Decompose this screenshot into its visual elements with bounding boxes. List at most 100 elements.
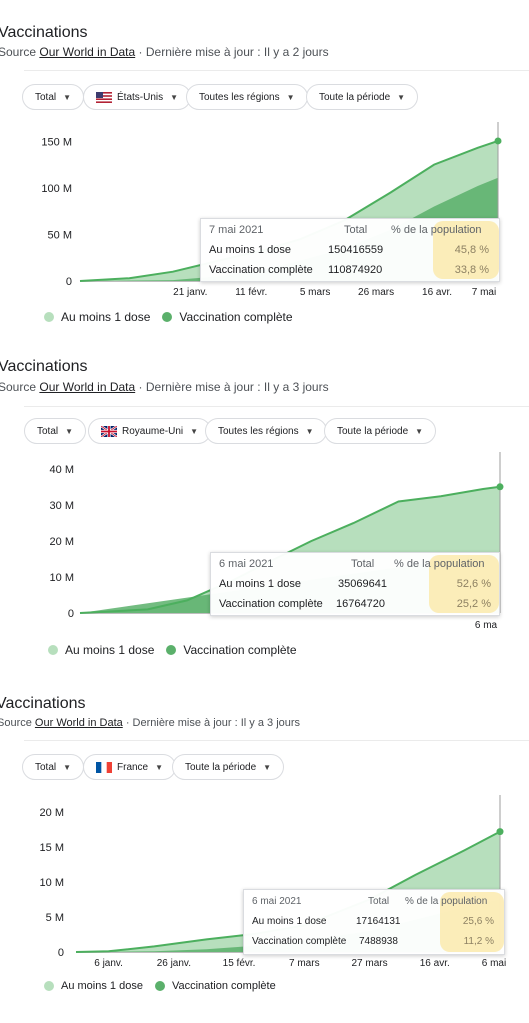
caret-down-icon: ▼ — [63, 762, 72, 772]
highlight-mark — [433, 221, 499, 279]
caret-down-icon: ▼ — [63, 92, 72, 102]
period-dropdown[interactable]: Toute la période ▼ — [172, 754, 285, 780]
source-label: Source — [0, 380, 37, 394]
caret-down-icon: ▼ — [415, 426, 424, 436]
x-tick-label: 11 févr. — [235, 287, 267, 298]
tooltip-row-label: Vaccination complète — [209, 264, 313, 276]
country-dropdown[interactable]: France ▼ — [83, 754, 177, 780]
data-tooltip: 6 mai 2021 Total % de la population Au m… — [210, 552, 500, 616]
legend-label: Au moins 1 dose — [61, 980, 143, 992]
line-first-dose — [79, 485, 501, 614]
vaccinations-panel-france: Vaccinations Source Our World in Data · … — [0, 672, 529, 1023]
france-flag-icon — [96, 761, 112, 773]
source-link[interactable]: Our World in Data — [34, 717, 123, 729]
tooltip-date: 6 mai 2021 — [219, 558, 274, 570]
tooltip-row-total: 110874920 — [328, 264, 383, 276]
tooltip-date: 6 mai 2021 — [252, 896, 302, 907]
tooltip-row-pct: 11,2 % — [463, 936, 494, 947]
region-dropdown[interactable]: Toutes les régions ▼ — [205, 418, 327, 444]
tooltip-row-label: Vaccination complète — [252, 936, 347, 947]
legend-swatch-first-dose — [44, 312, 54, 322]
legend-swatch-first-dose — [44, 981, 54, 991]
country-dropdown[interactable]: États-Unis ▼ — [83, 84, 192, 110]
caret-down-icon: ▼ — [263, 762, 272, 772]
chip-label: Toute la période — [185, 761, 257, 773]
x-tick-label: 7 mai — [472, 287, 496, 298]
source-label: Source — [0, 45, 37, 59]
y-tick-label: 0 — [66, 276, 72, 288]
tooltip-row-total: 16764720 — [336, 598, 385, 610]
chip-label: France — [117, 761, 149, 773]
tooltip-row-total: 35069641 — [338, 578, 387, 590]
caret-down-icon: ▼ — [190, 426, 199, 436]
uk-flag-icon — [101, 425, 117, 437]
x-tick-label: 26 mars — [358, 287, 394, 298]
tooltip-col-pct: % de la population — [405, 896, 488, 907]
data-point-first-dose — [496, 483, 504, 491]
tooltip-col-total: Total — [351, 558, 375, 570]
vaccinations-panel-uk: Vaccinations Source Our World in Data · … — [0, 336, 529, 672]
chip-label: Toute la période — [337, 425, 409, 437]
metric-dropdown[interactable]: Total ▼ — [22, 754, 85, 780]
x-tick-label: 6 mai — [482, 958, 506, 969]
y-tick-label: 30 M — [50, 500, 74, 512]
y-tick-label: 40 M — [50, 464, 74, 476]
caret-down-icon: ▼ — [155, 762, 164, 772]
legend: Au moins 1 dose Vaccination complète — [48, 643, 297, 657]
chip-label: Toutes les régions — [199, 91, 280, 103]
tooltip-col-total: Total — [368, 896, 390, 907]
y-tick-label: 100 M — [41, 183, 72, 195]
x-tick-label: 6 ma — [475, 620, 498, 631]
tooltip-row-label: Vaccination complète — [219, 598, 323, 610]
source-link[interactable]: Our World in Data — [39, 45, 136, 59]
y-tick-label: 0 — [58, 947, 64, 959]
x-tick-label: 7 mars — [289, 958, 320, 969]
legend-label: Vaccination complète — [179, 310, 293, 324]
source-line: Source Our World in Data · Dernière mise… — [0, 45, 329, 59]
x-tick-label: 21 janv. — [173, 287, 207, 298]
source-line: Source Our World in Data · Dernière mise… — [0, 380, 329, 394]
tooltip-row-pct: 25,2 % — [456, 598, 491, 610]
tooltip-row-pct: 25,6 % — [462, 916, 494, 927]
caret-down-icon: ▼ — [65, 426, 74, 436]
data-point-first-dose — [494, 137, 502, 145]
vaccinations-panel-us: Vaccinations Source Our World in Data · … — [0, 0, 529, 336]
metric-dropdown[interactable]: Total ▼ — [22, 84, 85, 110]
caret-down-icon: ▼ — [305, 426, 314, 436]
tooltip-row-label: Au moins 1 dose — [252, 916, 327, 927]
legend: Au moins 1 dose Vaccination complète — [44, 980, 276, 992]
y-tick-label: 5 M — [46, 912, 64, 924]
legend-swatch-first-dose — [48, 645, 58, 655]
x-tick-label: 26 janv. — [157, 958, 191, 969]
source-line: Source Our World in Data · Dernière mise… — [0, 717, 300, 729]
caret-down-icon: ▼ — [170, 92, 179, 102]
data-tooltip: 6 mai 2021 Total % de la population Au m… — [243, 889, 505, 955]
x-tick-label: 27 mars — [351, 958, 387, 969]
tooltip-row-total: 150416559 — [328, 244, 384, 256]
panel-title: Vaccinations — [0, 24, 88, 41]
period-dropdown[interactable]: Toute la période ▼ — [324, 418, 437, 444]
x-tick-label: 16 avr. — [422, 287, 452, 298]
legend-label: Vaccination complète — [183, 643, 297, 657]
metric-dropdown[interactable]: Total ▼ — [24, 418, 87, 444]
region-dropdown[interactable]: Toutes les régions ▼ — [186, 84, 308, 110]
legend-swatch-complete — [166, 645, 177, 655]
tooltip-row-pct: 33,8 % — [454, 264, 489, 276]
source-link[interactable]: Our World in Data — [39, 380, 136, 394]
data-tooltip: 7 mai 2021 Total % de la population Au m… — [200, 218, 500, 282]
legend-label: Vaccination complète — [171, 980, 276, 992]
legend-swatch-complete — [154, 981, 165, 991]
chip-label: Toute la période — [319, 91, 391, 103]
tooltip-row-total: 17164131 — [356, 916, 401, 927]
x-tick-label: 15 févr. — [223, 958, 256, 969]
tooltip-row-pct: 45,8 % — [454, 244, 489, 256]
us-flag-icon — [96, 91, 112, 103]
updated-text: · Dernière mise à jour : Il y a 3 jours — [125, 717, 301, 729]
chip-label: Total — [37, 425, 59, 437]
panel-title: Vaccinations — [0, 358, 88, 375]
caret-down-icon: ▼ — [286, 92, 295, 102]
period-dropdown[interactable]: Toute la période ▼ — [306, 84, 419, 110]
divider — [24, 740, 529, 741]
tooltip-date: 7 mai 2021 — [209, 224, 264, 236]
chip-label: Royaume-Uni — [122, 425, 184, 437]
